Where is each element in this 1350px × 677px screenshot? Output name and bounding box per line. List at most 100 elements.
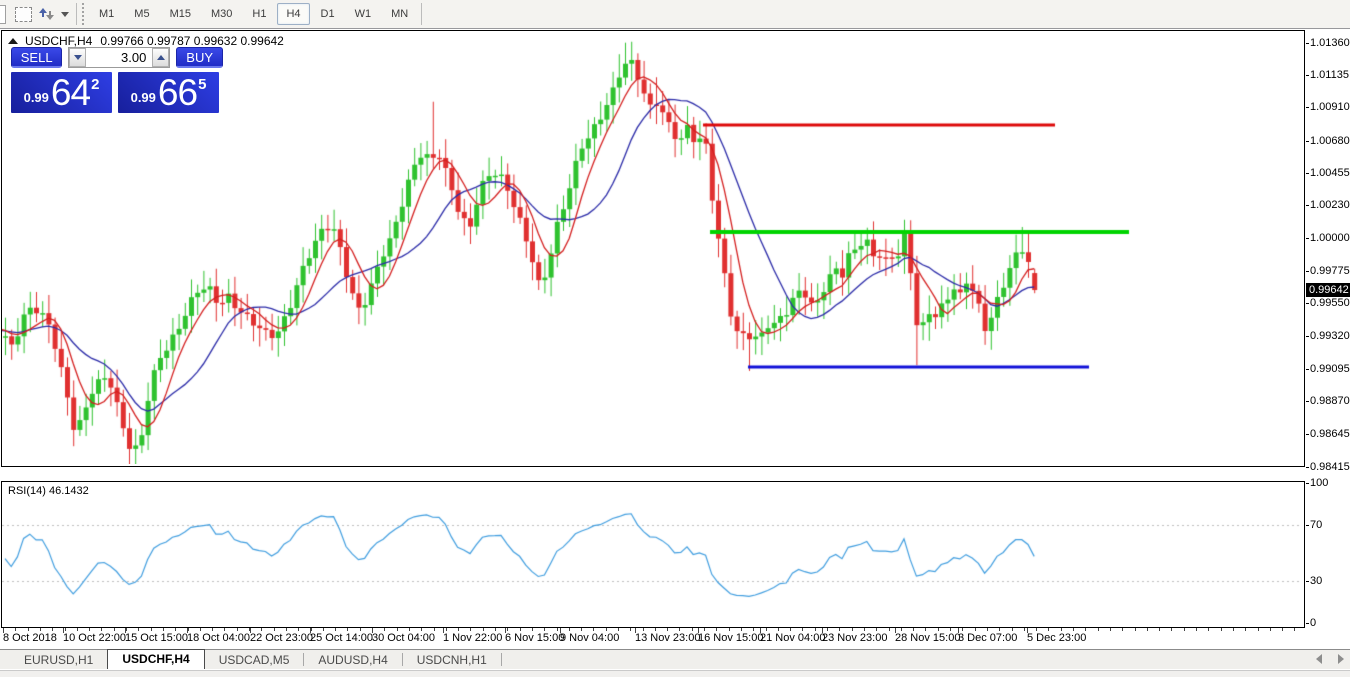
date-axis-tick — [839, 628, 840, 631]
timeframe-button-H4[interactable]: H4 — [277, 3, 310, 25]
arrange-windows-icon[interactable] — [37, 5, 57, 23]
price-axis-tick — [1306, 141, 1309, 142]
collapse-panel-icon[interactable] — [8, 38, 18, 44]
tab-divider — [401, 653, 403, 666]
price-axis-tick — [1306, 401, 1309, 402]
date-axis-tick — [286, 628, 287, 631]
date-axis-tick — [1208, 628, 1209, 631]
date-axis-tick — [446, 628, 447, 631]
date-axis-tick — [1171, 628, 1172, 631]
date-axis-tick — [274, 628, 275, 631]
date-axis-major-tick — [63, 628, 64, 633]
date-axis-tick — [1221, 628, 1222, 631]
timeframe-button-H1[interactable]: H1 — [252, 8, 267, 20]
date-axis-major-tick — [635, 628, 636, 633]
date-axis-major-tick — [895, 628, 896, 633]
tab-EURUSD-H1[interactable]: EURUSD,H1 — [24, 653, 94, 667]
ohlc-values: 0.99766 0.99787 0.99632 0.99642 — [100, 34, 284, 48]
date-axis-tick — [1245, 628, 1246, 631]
rsi-axis-label: 100 — [1310, 477, 1329, 489]
date-axis-tick — [1085, 628, 1086, 631]
timeframe-button-M5[interactable]: M5 — [134, 8, 150, 20]
dropdown-caret-icon[interactable] — [61, 11, 69, 17]
tab-divider — [303, 653, 305, 666]
date-axis-major-tick — [125, 628, 126, 633]
rsi-canvas — [2, 482, 1302, 625]
date-axis-major-tick — [698, 628, 699, 633]
date-axis-tick — [384, 628, 385, 631]
date-axis-tick — [335, 628, 336, 631]
date-axis-tick — [753, 628, 754, 631]
date-axis-label: 6 Nov 15:00 — [505, 632, 565, 644]
symbol-period-label: USDCHF,H4 — [25, 34, 93, 48]
chart-window-icon[interactable] — [13, 5, 33, 23]
toolbar-grip[interactable] — [82, 3, 84, 25]
rsi-axis-label: 0 — [1310, 617, 1317, 629]
date-axis-tick — [520, 628, 521, 631]
price-axis-label: 0.98870 — [1310, 395, 1350, 407]
date-axis-tick — [1110, 628, 1111, 631]
price-axis-label: 0.98415 — [1310, 461, 1350, 473]
price-axis-tick — [1306, 75, 1309, 76]
date-axis-tick — [1147, 628, 1148, 631]
buy-price-prefix: 0.99 — [130, 90, 156, 105]
price-axis-label: 1.00230 — [1310, 199, 1350, 211]
volume-input[interactable] — [86, 48, 153, 67]
date-axis-tick — [999, 628, 1000, 631]
date-axis-major-tick — [560, 628, 561, 633]
date-axis-tick — [347, 628, 348, 631]
date-axis-tick — [52, 628, 53, 631]
date-axis-tick — [212, 628, 213, 631]
rsi-axis-tick — [1306, 525, 1309, 526]
price-axis-tick — [1306, 238, 1309, 239]
toolbar-separator — [76, 3, 77, 25]
date-axis-tick — [975, 628, 976, 631]
date-axis-tick — [778, 628, 779, 631]
timeframe-button-M15[interactable]: M15 — [169, 8, 191, 20]
sell-quote[interactable]: 0.99 64 2 — [11, 72, 112, 113]
tab-USDCHF-H4[interactable]: USDCHF,H4 — [107, 649, 205, 669]
date-axis-tick — [925, 628, 926, 631]
tab-divider — [500, 653, 502, 666]
price-axis-tick — [1306, 467, 1309, 468]
volume-increase-button[interactable] — [152, 48, 170, 67]
sell-price-pip: 2 — [91, 76, 100, 93]
timeframe-button-M30[interactable]: M30 — [210, 8, 233, 20]
tab-scroll-nav — [1316, 654, 1344, 664]
tab-AUDUSD-H4[interactable]: AUDUSD,H4 — [318, 653, 388, 667]
price-axis-label: 1.00000 — [1310, 232, 1350, 244]
date-axis-label: 13 Nov 23:00 — [635, 632, 701, 644]
date-axis-tick — [409, 628, 410, 631]
timeframe-button-D1[interactable]: D1 — [320, 8, 335, 20]
date-axis-tick — [901, 628, 902, 631]
date-axis-tick — [1024, 628, 1025, 631]
date-axis-tick — [1294, 628, 1295, 631]
buy-quote[interactable]: 0.99 66 5 — [118, 72, 219, 113]
timeframe-button-W1[interactable]: W1 — [354, 8, 372, 20]
date-axis-tick — [40, 628, 41, 631]
timeframe-button-M1[interactable]: M1 — [99, 8, 115, 20]
date-axis-major-tick — [3, 628, 4, 633]
date-axis-major-tick — [250, 628, 251, 633]
tab-USDCAD-M5[interactable]: USDCAD,M5 — [218, 653, 290, 667]
date-axis-label: 5 Dec 23:00 — [1027, 632, 1087, 644]
tab-scroll-right-icon[interactable] — [1338, 654, 1344, 664]
tab-scroll-left-icon[interactable] — [1316, 654, 1322, 664]
date-axis-tick — [397, 628, 398, 631]
date-axis-tick — [151, 628, 152, 631]
timeframe-button-MN[interactable]: MN — [391, 8, 409, 20]
date-axis-tick — [889, 628, 890, 631]
date-axis-tick — [188, 628, 189, 631]
date-axis-tick — [950, 628, 951, 631]
buy-button[interactable]: BUY — [176, 47, 223, 68]
tab-USDCNH-H1[interactable]: USDCNH,H1 — [416, 653, 487, 667]
price-axis-label: 1.00680 — [1310, 135, 1350, 147]
price-axis-label: 0.98645 — [1310, 428, 1350, 440]
price-axis-tick — [1306, 271, 1309, 272]
date-axis-tick — [15, 628, 16, 631]
volume-decrease-button[interactable] — [69, 48, 87, 67]
rsi-axis-tick — [1306, 623, 1309, 624]
sell-button[interactable]: SELL — [11, 47, 63, 68]
buy-price-big: 66 — [157, 72, 198, 113]
status-strip — [0, 670, 1350, 677]
